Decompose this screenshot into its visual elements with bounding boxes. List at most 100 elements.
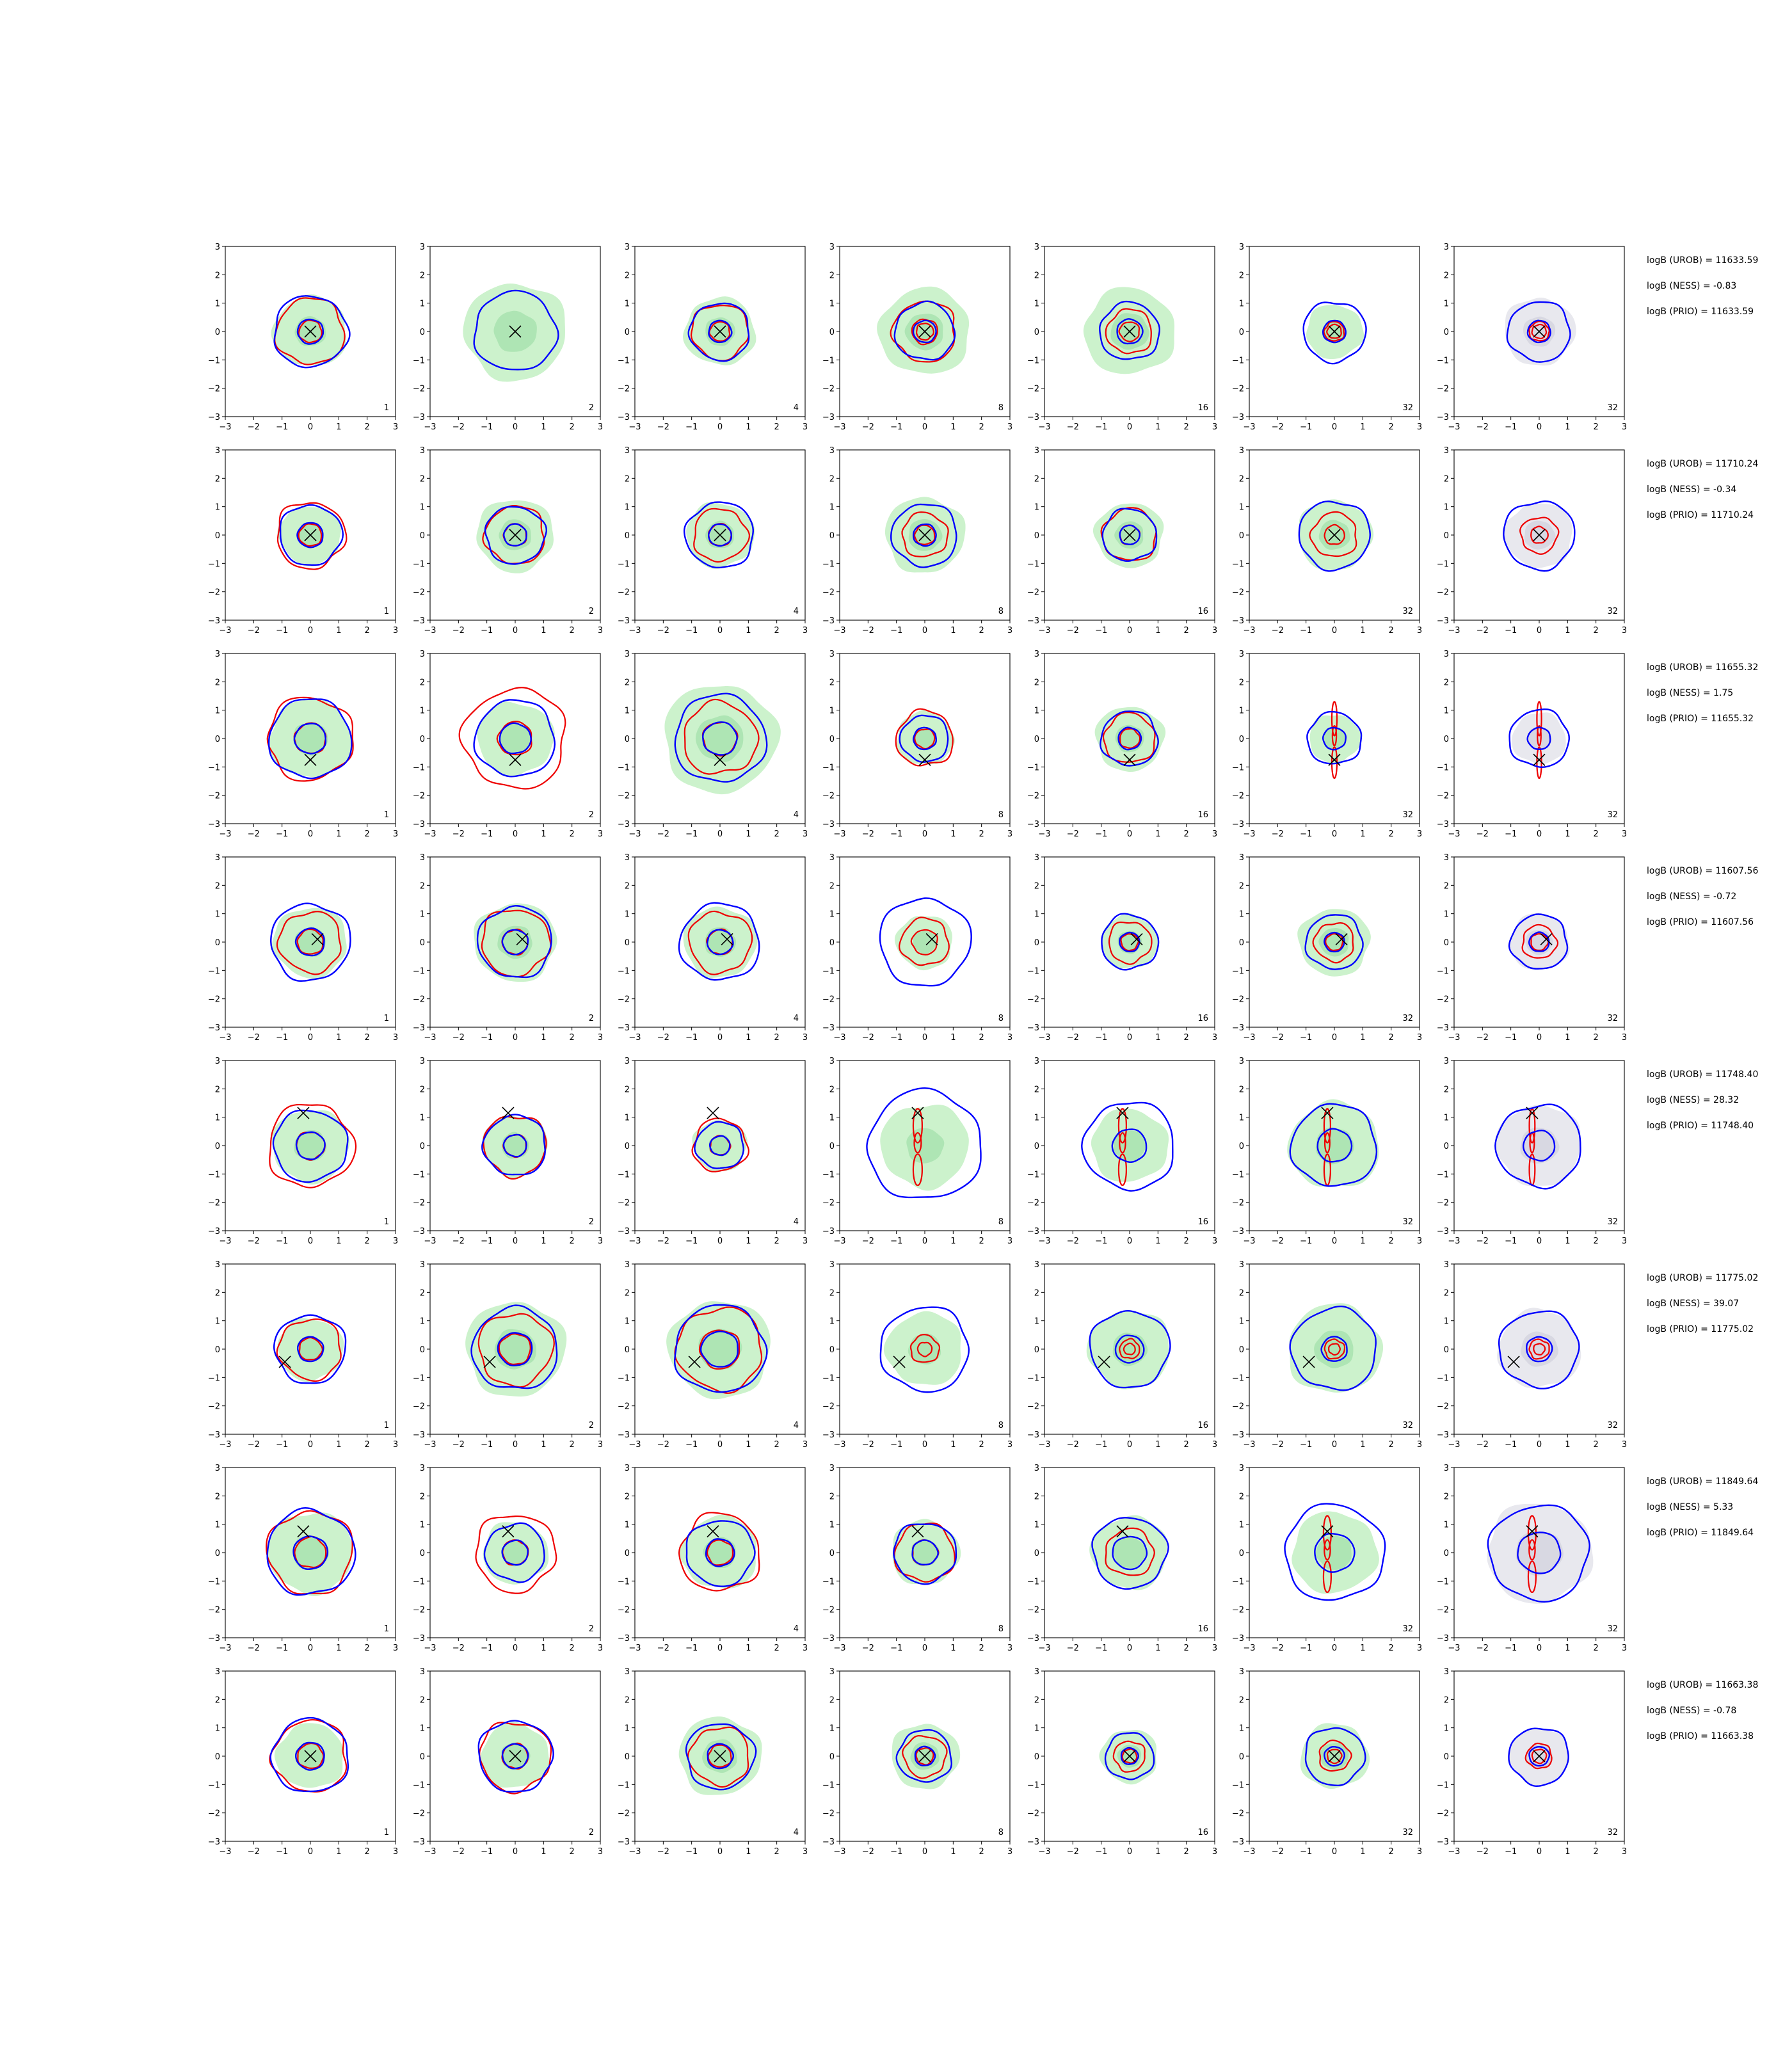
logb-ness-label: logB (NESS) = -0.83 [1647,281,1736,291]
y-tick-label: 0 [625,328,630,337]
x-tick-label: 1 [1565,829,1570,839]
x-tick-label: 1 [1360,1644,1365,1653]
x-tick-label: −2 [452,1033,465,1043]
x-tick-label: −3 [219,1644,231,1653]
panel-annotation: 32 [1402,1014,1413,1023]
y-tick-label: 1 [420,1521,425,1530]
x-tick-label: −3 [1448,1847,1460,1857]
x-tick-label: −3 [628,1440,641,1450]
x-tick-label: −2 [657,1440,669,1450]
x-tick-label: −2 [1067,1033,1079,1043]
true-value-marker [297,1525,310,1538]
y-tick-label: 3 [1034,1464,1039,1473]
red-contour [913,524,936,545]
x-tick-label: 1 [950,829,956,839]
x-tick-label: 1 [950,422,956,432]
red-contour [297,1742,324,1769]
y-tick-label: 1 [829,300,835,309]
x-tick-label: −3 [1243,1236,1255,1246]
blue-contour [1508,1727,1569,1787]
x-tick-label: −3 [1243,422,1255,432]
panel-annotation: 4 [794,607,799,616]
panel-r7-c3: −3−3 −2 −2 −1 −1 0 0 1 1 2 2 3 3 4 [618,1464,808,1653]
y-tick-label: 1 [1239,1317,1244,1327]
logb-ness-label: logB (NESS) = 5.33 [1647,1502,1733,1512]
y-tick-label: 0 [829,531,835,541]
red-contour [1312,922,1354,964]
logb-urob-label: logB (UROB) = 11607.56 [1647,866,1758,876]
panel-r8-c4: −3−3 −2 −2 −1 −1 0 0 1 1 2 2 3 3 8 [822,1667,1012,1857]
red-contour [1325,932,1343,952]
x-tick-label: 2 [365,1236,370,1246]
blue-contour [1322,319,1347,344]
y-tick-label: 0 [829,328,835,337]
x-tick-label: 0 [1332,1847,1337,1857]
blue-contour [678,902,760,981]
y-tick-label: −1 [618,1577,630,1587]
true-value-marker [714,529,726,541]
y-tick-label: 1 [1239,1521,1244,1530]
y-tick-label: 1 [1034,1521,1039,1530]
red-contour [1318,1740,1352,1772]
x-tick-label: 2 [1594,1847,1599,1857]
y-tick-label: 1 [420,300,425,309]
y-tick-label: 0 [1444,938,1449,948]
x-tick-label: −2 [1476,1644,1489,1653]
blue-contour [1100,710,1159,767]
red-contour [1112,1740,1146,1773]
x-tick-label: 2 [1594,422,1599,432]
x-tick-label: 3 [1007,1847,1012,1857]
blue-contour [912,523,937,547]
x-tick-label: 2 [1389,422,1394,432]
blue-contour [473,699,556,778]
x-tick-label: −3 [424,1847,436,1857]
x-tick-label: −3 [1038,829,1050,839]
red-contour [1524,1742,1553,1770]
x-tick-label: 2 [774,1644,780,1653]
x-tick-label: 3 [803,1033,808,1043]
x-tick-label: 2 [1389,1644,1394,1653]
x-tick-label: −2 [248,626,260,636]
blue-contour [707,1743,735,1770]
x-tick-label: 1 [1565,1847,1570,1857]
y-tick-label: −2 [1232,1199,1244,1208]
blue-contour [1101,913,1160,971]
red-contour [1527,1560,1537,1594]
red-contour [458,687,566,790]
y-tick-label: 3 [420,1260,425,1270]
y-tick-label: −2 [1232,588,1244,598]
y-tick-label: 2 [1239,1288,1244,1298]
panel-r6-c2: −3−3 −2 −2 −1 −1 0 0 1 1 2 2 3 3 2 [413,1260,603,1450]
y-tick-label: −3 [1437,1430,1449,1440]
panel-annotation: 2 [589,1624,594,1634]
x-tick-label: 2 [1184,1644,1189,1653]
y-tick-label: −2 [208,1199,220,1208]
true-value-marker [1116,1525,1129,1538]
x-tick-label: −3 [1448,1644,1460,1653]
y-tick-label: 3 [215,1464,220,1473]
y-tick-label: −2 [413,1606,425,1615]
y-tick-label: 1 [829,1521,835,1530]
y-tick-label: 0 [215,1345,220,1355]
blue-contour [685,1520,756,1587]
y-tick-label: −1 [208,559,220,569]
logb-urob-label: logB (UROB) = 11655.32 [1647,662,1758,673]
panel-r4-c1: −3−3 −2 −2 −1 −1 0 0 1 1 2 2 3 3 1 [208,853,398,1043]
x-tick-label: 1 [1565,1644,1570,1653]
true-value-marker [918,325,931,338]
true-value-marker [1328,325,1341,338]
x-tick-label: 1 [1155,1644,1160,1653]
y-tick-label: 1 [829,1317,835,1327]
x-tick-label: 3 [1007,829,1012,839]
logb-ness-label: logB (NESS) = 28.32 [1647,1095,1739,1105]
y-tick-label: −2 [1232,1606,1244,1615]
y-tick-label: 3 [215,853,220,863]
y-tick-label: 3 [420,1667,425,1677]
true-value-marker [721,933,733,946]
y-tick-label: 2 [1034,881,1039,891]
panel-annotation: 16 [1197,1828,1208,1837]
x-tick-label: 3 [1622,422,1627,432]
red-contour [706,1539,734,1566]
x-tick-label: 2 [365,1033,370,1043]
y-tick-label: 1 [1034,910,1039,920]
